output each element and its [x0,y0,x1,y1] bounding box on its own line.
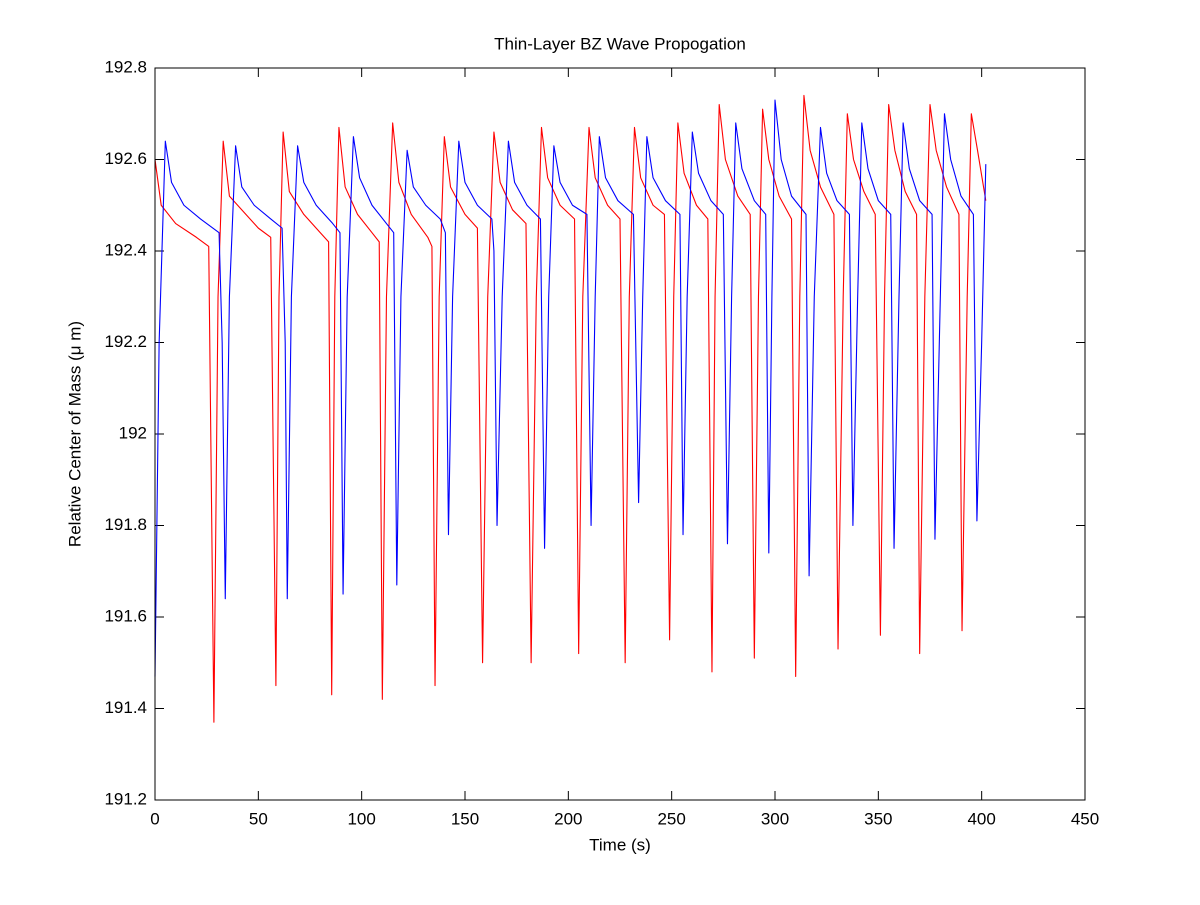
x-tick-label: 150 [451,809,479,828]
chart-title: Thin-Layer BZ Wave Propogation [494,34,746,53]
y-tick-label: 192 [119,423,147,442]
y-tick-label: 192.8 [104,57,147,76]
x-tick-label: 250 [657,809,685,828]
y-tick-label: 191.2 [104,789,147,808]
y-tick-label: 192.2 [104,332,147,351]
axes: 0 50 100 150 200 250 300 350 400 450 191.2 191.4 191… [104,57,1099,828]
x-tick-label: 200 [554,809,582,828]
plot-area [155,68,1085,800]
data-line [154,99,987,677]
x-tick-label: 350 [864,809,892,828]
x-tick-label: 0 [150,809,159,828]
data-line [154,94,987,723]
x-tick-label: 50 [249,809,268,828]
x-axis-label: Time (s) [589,835,651,854]
y-tick-label: 191.6 [104,606,147,625]
y-tick-label: 192.6 [104,149,147,168]
y-tick-label: 191.8 [104,515,147,534]
plot-lines [154,94,987,723]
x-tick-label: 400 [967,809,995,828]
y-tick-label: 192.4 [104,240,147,259]
y-tick-label: 191.4 [104,698,147,717]
x-tick-label: 300 [761,809,789,828]
y-axis-label: Relative Center of Mass (μ m) [65,321,84,547]
x-tick-label: 100 [347,809,375,828]
x-tick-label: 450 [1071,809,1099,828]
axes-box [154,67,1086,801]
